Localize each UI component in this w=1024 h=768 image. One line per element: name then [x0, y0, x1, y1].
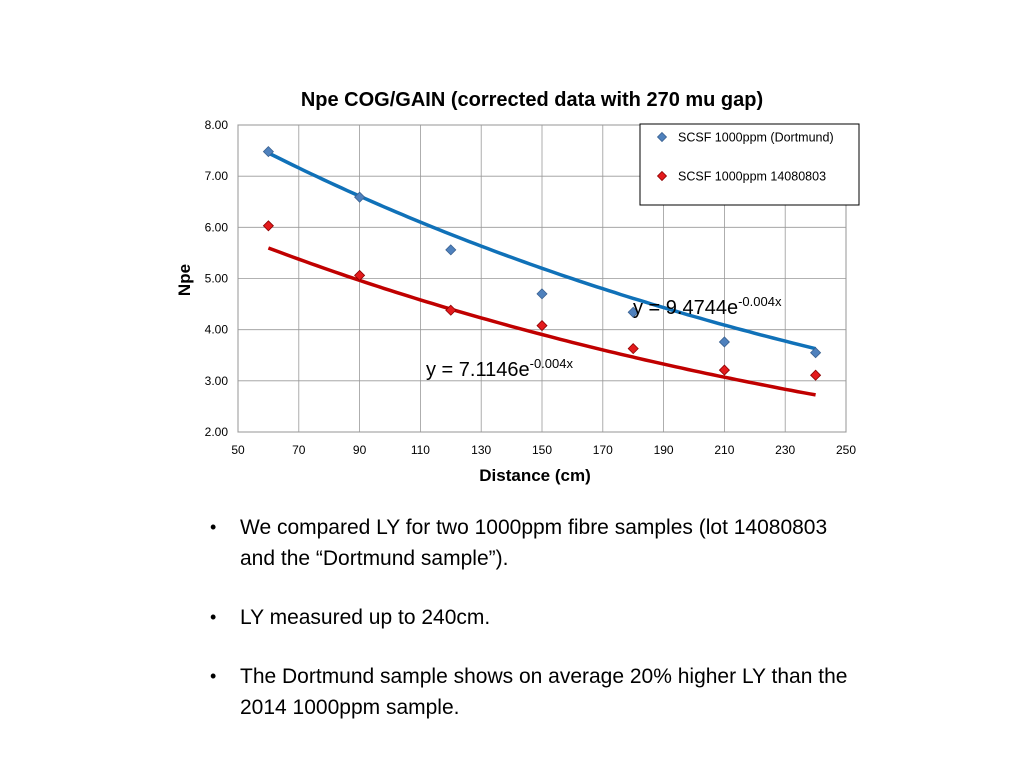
legend-marker	[656, 170, 668, 182]
data-point-series-1	[354, 191, 366, 203]
legend-box	[639, 123, 860, 206]
data-point-series-1	[810, 347, 822, 359]
y-tick-label: 3.00	[205, 374, 229, 388]
x-tick-label: 130	[471, 443, 491, 457]
data-point-series-2	[354, 269, 366, 281]
bullet-item: • The Dortmund sample shows on average 20…	[210, 665, 848, 719]
x-axis-label: Distance (cm)	[479, 466, 590, 485]
bullet-list: • We compared LY for two 1000ppm fibre sa…	[208, 512, 848, 751]
y-axis-label: Npe	[175, 264, 194, 296]
legend-entry: SCSF 1000ppm 14080803	[678, 170, 826, 184]
x-tick-label: 210	[714, 443, 734, 457]
data-point-series-2	[810, 369, 822, 381]
y-tick-label: 8.00	[205, 118, 229, 132]
npe-distance-chart: Npe COG/GAIN (corrected data with 270 mu…	[175, 89, 860, 485]
data-point-series-1	[262, 146, 274, 158]
data-point-series-2	[262, 220, 274, 232]
x-tick-label: 230	[775, 443, 795, 457]
data-point-series-1	[445, 244, 457, 256]
x-tick-label: 170	[593, 443, 613, 457]
x-axis-ticks: 50 70 90 110 130 150 170 190 210 230 250	[231, 443, 856, 457]
y-tick-label: 2.00	[205, 425, 229, 439]
y-tick-label: 4.00	[205, 323, 229, 337]
x-tick-label: 250	[836, 443, 856, 457]
x-tick-label: 70	[292, 443, 306, 457]
trendline-equation: y = 7.1146e-0.004x	[426, 356, 573, 381]
bullet-item: • LY measured up to 240cm.	[210, 606, 491, 629]
data-point-series-1	[627, 306, 639, 318]
data-points	[262, 146, 822, 381]
legend-entry: SCSF 1000ppm (Dortmund)	[678, 131, 834, 145]
y-tick-label: 7.00	[205, 169, 229, 183]
y-tick-label: 6.00	[205, 220, 229, 234]
chart-title: Npe COG/GAIN (corrected data with 270 mu…	[301, 89, 763, 111]
x-tick-label: 90	[353, 443, 367, 457]
data-point-series-2	[536, 320, 548, 332]
bullet-item: • We compared LY for two 1000ppm fibre sa…	[210, 516, 828, 570]
x-tick-label: 110	[411, 443, 430, 457]
legend-marker	[656, 131, 668, 143]
y-axis-ticks: 2.00 3.00 4.00 5.00 6.00 7.00 8.00	[205, 118, 229, 439]
x-tick-label: 50	[231, 443, 245, 457]
x-tick-label: 190	[654, 443, 674, 457]
data-point-series-1	[536, 288, 548, 300]
data-point-series-1	[718, 336, 730, 348]
y-tick-label: 5.00	[205, 272, 229, 286]
x-tick-label: 150	[532, 443, 552, 457]
data-point-series-2	[718, 364, 730, 376]
trendline-equations: y = 9.4744e-0.004x y = 7.1146e-0.004x	[426, 294, 782, 381]
chart-legend: SCSF 1000ppm (Dortmund) SCSF 1000ppm 1408…	[639, 123, 860, 206]
data-point-series-2	[627, 343, 639, 355]
trendline-equation: y = 9.4744e-0.004x	[633, 294, 782, 319]
data-point-series-2	[445, 304, 457, 316]
